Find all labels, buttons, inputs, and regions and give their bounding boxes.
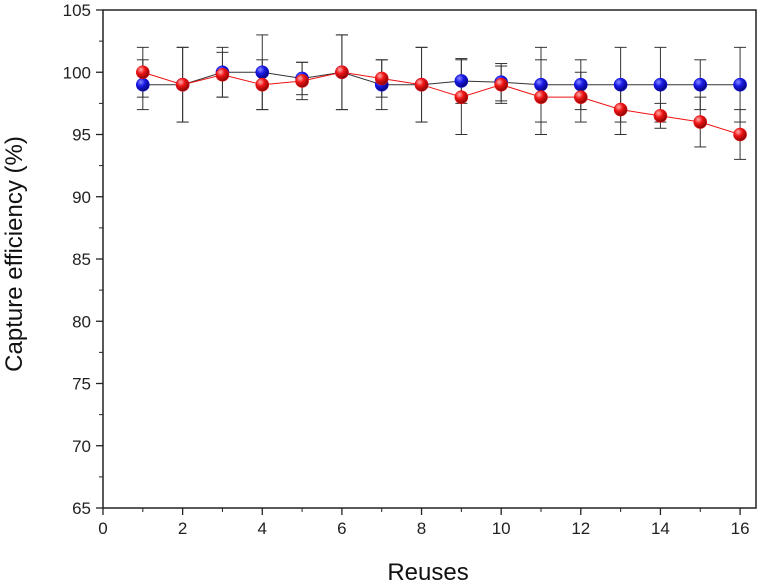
series-2-line: [142, 71, 741, 135]
data-point: [255, 77, 270, 92]
data-point: [454, 90, 469, 104]
x-tick-label: 12: [571, 519, 590, 538]
data-point: [613, 77, 628, 92]
y-tick-label: 100: [63, 63, 91, 82]
series-1-errorbars: [136, 34, 747, 123]
axis-tick-labels: 0 2 4 6 8 10 12 14 16 65 70 75 80 85 90 95 100 105: [63, 1, 750, 538]
x-tick-label: 14: [651, 519, 670, 538]
x-axis-title: Reuses: [387, 559, 468, 585]
x-tick-label: 16: [731, 519, 750, 538]
data-point: [414, 77, 429, 92]
data-point: [653, 109, 668, 123]
data-point: [136, 77, 150, 92]
x-tick-label: 8: [417, 519, 426, 538]
data-point: [136, 65, 150, 80]
data-point: [494, 77, 508, 92]
data-point: [374, 71, 389, 86]
data-point: [733, 77, 747, 92]
x-tick-label: 6: [337, 519, 346, 538]
data-point: [335, 65, 349, 80]
y-axis-title: Capture efficiency (%): [1, 136, 28, 372]
x-tick-label: 4: [258, 519, 267, 538]
series-2-errorbars: [136, 34, 747, 160]
data-point: [733, 127, 747, 142]
axis-ticks: [96, 9, 741, 515]
y-tick-label: 105: [63, 1, 91, 20]
y-tick-label: 65: [72, 499, 91, 518]
series-1-line: [142, 71, 741, 86]
y-tick-label: 80: [72, 312, 91, 331]
y-tick-label: 90: [72, 188, 91, 207]
series-layer: [136, 34, 747, 160]
data-point: [574, 90, 588, 104]
data-point: [653, 77, 668, 92]
data-point: [454, 74, 469, 88]
data-point: [295, 74, 309, 88]
x-tick-label: 0: [98, 519, 107, 538]
data-point: [613, 102, 628, 117]
data-point: [255, 65, 270, 80]
y-tick-label: 75: [72, 375, 91, 394]
data-point: [693, 115, 708, 129]
series-2-points: [136, 65, 747, 142]
data-point: [693, 77, 708, 92]
y-tick-label: 95: [72, 126, 91, 145]
data-point: [574, 77, 588, 92]
data-point: [534, 77, 548, 92]
data-point: [215, 67, 230, 82]
x-tick-label: 10: [492, 519, 511, 538]
data-point: [175, 77, 190, 92]
y-tick-label: 70: [72, 437, 91, 456]
data-point: [534, 90, 548, 104]
x-tick-label: 2: [178, 519, 187, 538]
y-tick-label: 85: [72, 250, 91, 269]
